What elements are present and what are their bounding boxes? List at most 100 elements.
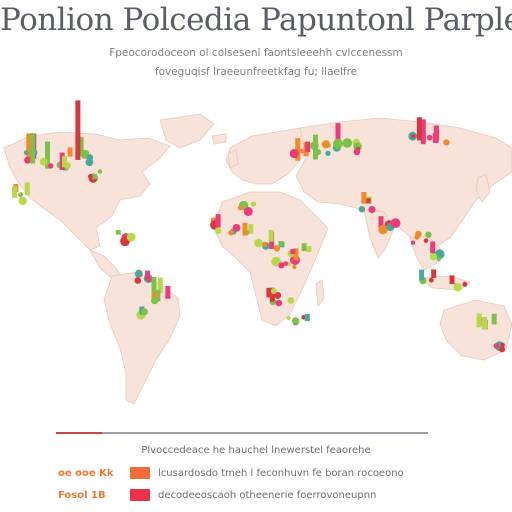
marker-bar: [157, 277, 163, 294]
marker-bar: [30, 133, 36, 164]
legend-title: Plvoccedeace he hauchel lnewerstel feaor…: [141, 445, 371, 456]
british-isles: [227, 149, 239, 169]
legend-row-1-text: lcusardosdo tmeh l feconhuvn fe boran ro…: [158, 467, 404, 479]
marker-dot: [88, 174, 93, 179]
marker-dot: [426, 134, 433, 141]
marker-dot: [214, 227, 222, 235]
marker-bar: [215, 214, 221, 228]
marker-dot: [289, 149, 299, 159]
marker-bar: [335, 123, 341, 145]
marker-bar: [62, 156, 67, 168]
marker-dot: [423, 238, 429, 243]
scale-bar: [56, 432, 428, 434]
legend-row-1-label: oe ooe Kk: [58, 467, 114, 479]
marker-dot: [425, 231, 432, 238]
marker-dot: [18, 196, 27, 206]
marker-bar: [151, 277, 157, 299]
marker-dot: [23, 150, 29, 155]
marker-bar: [476, 313, 482, 328]
marker-bar: [482, 317, 487, 330]
marker-bar: [165, 286, 171, 299]
marker-bar: [449, 275, 455, 285]
marker-dot: [428, 277, 434, 283]
page-title: Ponlion Polcedia Papuntonl Parple: [0, 2, 512, 38]
marker-bar: [301, 243, 307, 252]
marker-dot: [411, 134, 416, 139]
asia: [295, 117, 512, 249]
marker-bar: [420, 119, 426, 145]
marker-dot: [325, 150, 331, 156]
marker-bar: [378, 216, 384, 228]
marker-bar: [361, 192, 367, 204]
japan: [475, 173, 491, 203]
marker-bar: [306, 246, 312, 252]
marker-bar: [269, 287, 275, 302]
marker-dot: [254, 238, 263, 248]
marker-dot: [86, 154, 94, 161]
marker-dot: [499, 346, 506, 353]
marker-bar: [285, 261, 291, 266]
greenland: [159, 113, 215, 149]
marker-bar: [430, 241, 436, 254]
marker-dot: [24, 156, 32, 164]
marker-dot: [147, 277, 153, 283]
marker-dot: [18, 192, 23, 198]
marker-dot: [378, 224, 388, 235]
marker-bar: [304, 314, 310, 321]
marker-dot: [333, 138, 343, 149]
marker-dot: [39, 157, 48, 166]
population-markers: [12, 100, 506, 353]
marker-dot: [48, 163, 54, 169]
subtitle-line-2: foveguqisf lraeeunfreetkfag fu; llaelfre: [154, 66, 358, 78]
legend-row-2-label: Fosol 1B: [58, 489, 106, 501]
marker-dot: [321, 140, 330, 149]
marker-dot: [415, 230, 422, 238]
indonesia: [418, 275, 471, 291]
marker-bar: [433, 125, 439, 143]
marker-bar: [290, 249, 296, 255]
marker-dot: [275, 299, 283, 307]
africa: [213, 191, 329, 327]
scale-bar-red-segment: [56, 432, 102, 434]
marker-bar: [268, 230, 274, 242]
marker-dot: [434, 249, 445, 260]
marker-dot: [429, 252, 438, 261]
legend-row-1: oe ooe Kk lcusardosdo tmeh l feconhuvn f…: [58, 466, 404, 480]
marker-bar: [75, 100, 81, 160]
marker-dot: [436, 257, 441, 262]
marker-bar: [26, 133, 32, 162]
marker-dot: [273, 245, 280, 252]
scale-bar-grey-segment: [102, 432, 428, 434]
marker-bar: [92, 173, 98, 180]
marker-bar: [295, 138, 301, 161]
marker-dot: [500, 342, 505, 348]
marker-dot: [410, 240, 416, 245]
marker-dot: [141, 308, 148, 316]
marker-bar: [155, 289, 161, 302]
marker-dot: [271, 256, 281, 267]
legend-row-2-text: decodeeoscaoh otheenerie foerrovoneupnn: [158, 489, 377, 501]
marker-bar: [266, 287, 272, 298]
marker-bar: [67, 147, 73, 157]
marker-bar: [431, 269, 437, 278]
marker-dot: [287, 297, 295, 304]
marker-dot: [390, 218, 401, 229]
marker-dot: [342, 138, 353, 148]
marker-dot: [310, 141, 319, 150]
marker-bar: [491, 313, 497, 325]
marker-bar: [305, 141, 311, 153]
marker-dot: [126, 232, 136, 242]
marker-bar: [298, 149, 304, 154]
marker-dot: [493, 343, 499, 349]
marker-dot: [250, 201, 257, 207]
marker-dot: [453, 283, 462, 292]
marker-bar: [419, 269, 425, 281]
marker-dot: [97, 169, 103, 174]
marker-dot: [228, 229, 234, 236]
marker-dot: [462, 281, 468, 287]
world-map: [3, 100, 512, 405]
marker-dot: [358, 206, 366, 213]
marker-dot: [237, 205, 243, 211]
marker-dot: [134, 277, 142, 284]
marker-bar: [278, 241, 284, 246]
